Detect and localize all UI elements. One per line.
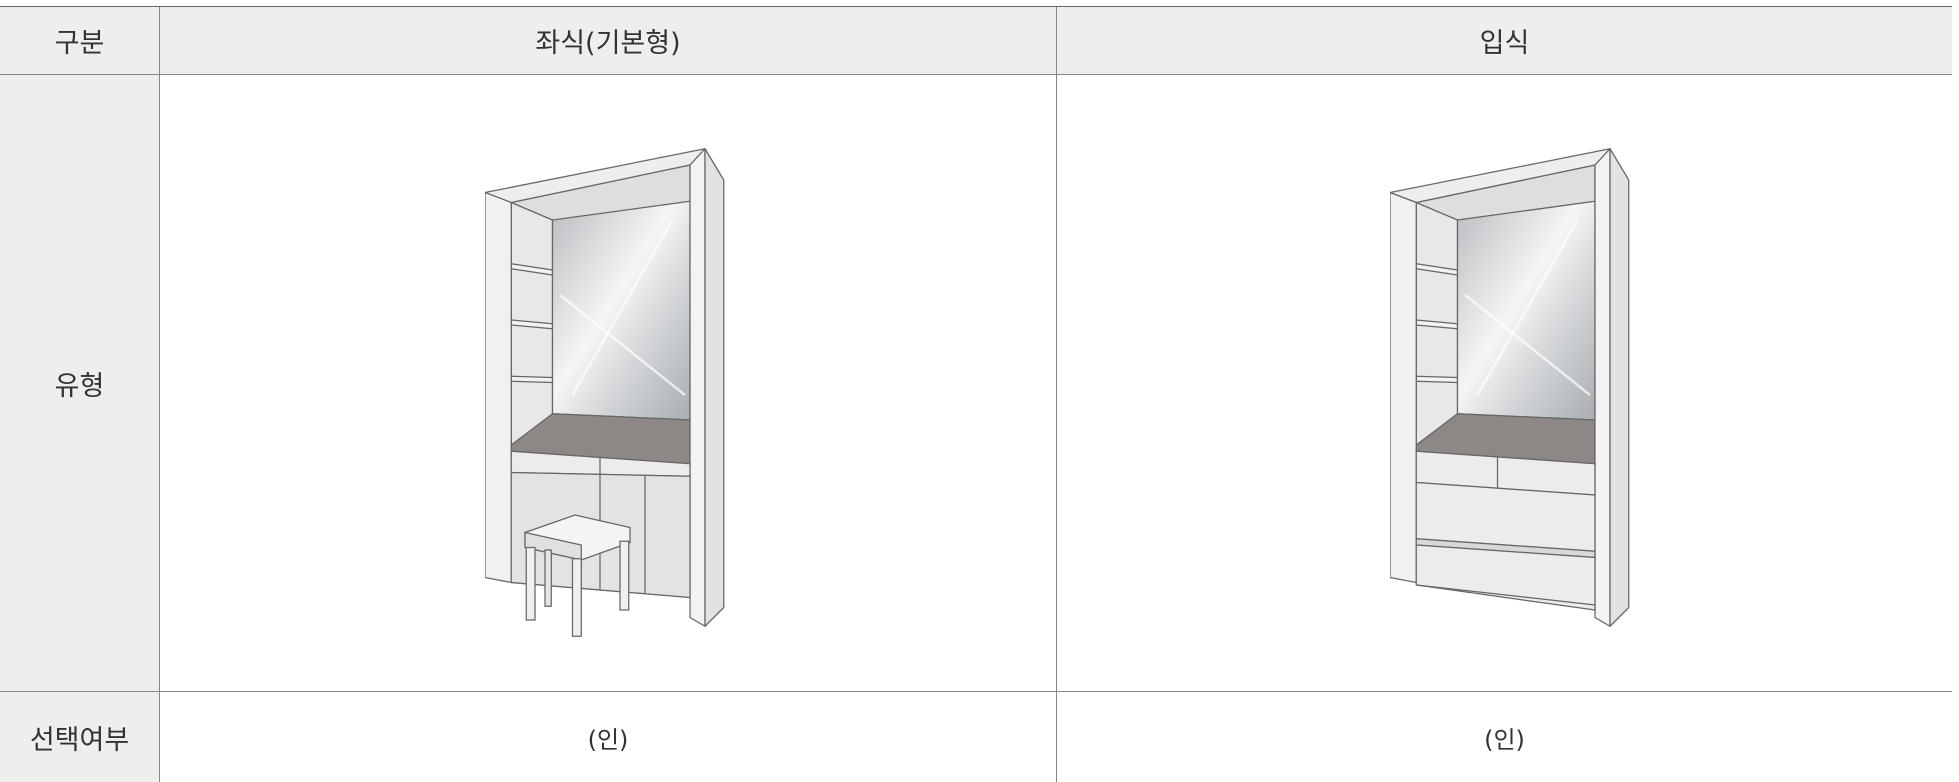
signature-cell: (인) — [159, 692, 1056, 782]
standing-vanity-image — [1390, 147, 1630, 628]
table: 구분 좌식(기본형) 입식 유형 — [0, 6, 1952, 782]
image-cell — [1056, 75, 1952, 692]
row-label: 유형 — [0, 75, 159, 692]
row-label: 선택여부 — [0, 692, 159, 782]
header-cell: 입식 — [1056, 7, 1952, 75]
signature-cell: (인) — [1056, 692, 1952, 782]
header-cell: 구분 — [0, 7, 159, 75]
seated-vanity-image — [485, 147, 725, 637]
header-cell: 좌식(기본형) — [159, 7, 1056, 75]
image-cell — [159, 75, 1056, 692]
